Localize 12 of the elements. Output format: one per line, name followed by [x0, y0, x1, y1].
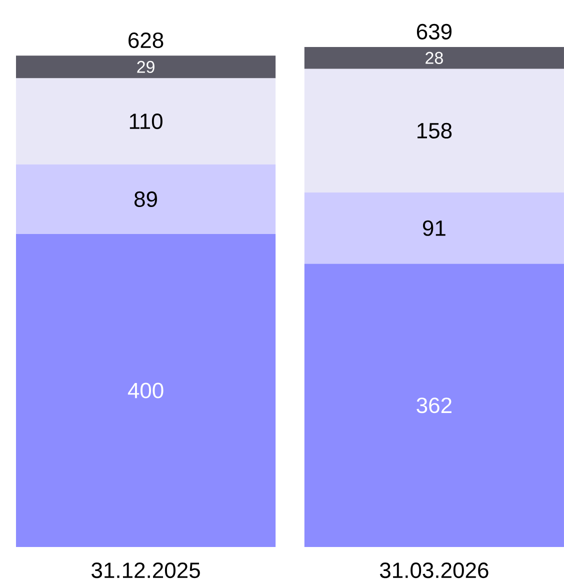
data-label: 362 — [416, 398, 452, 414]
x-tick-label: 31.12.2025 — [92, 562, 200, 578]
data-label: 110 — [130, 114, 162, 130]
data-label: 158 — [418, 122, 452, 139]
data-label: 400 — [128, 382, 164, 398]
total-label: 628 — [128, 32, 164, 48]
total-label: 639 — [416, 24, 452, 40]
data-label: 91 — [423, 220, 446, 236]
data-label: 28 — [426, 52, 443, 64]
data-label: 29 — [137, 60, 154, 73]
data-label: 89 — [134, 191, 157, 207]
x-tick-label: 31.03.2026 — [380, 562, 488, 578]
